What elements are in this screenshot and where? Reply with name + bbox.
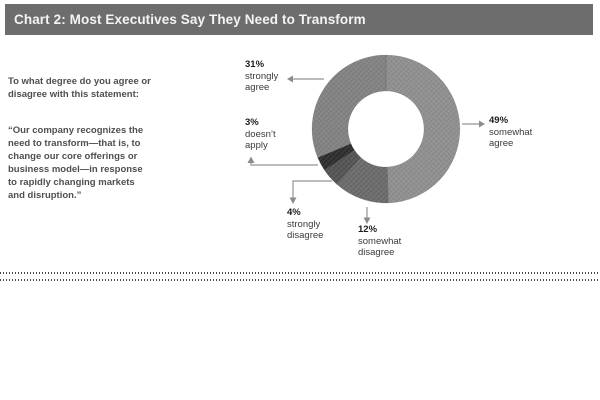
callout-pct: 12%	[358, 224, 378, 235]
callout-doesnt-apply: 3% doesn’t apply	[245, 117, 276, 152]
callout-somewhat-disagree: 12% somewhat disagree	[358, 224, 401, 259]
callout-connectors	[247, 75, 485, 224]
dotted-divider-top	[0, 272, 600, 274]
chart-title-bar: Chart 2: Most Executives Say They Need t…	[5, 4, 593, 35]
callout-somewhat-agree: 49% somewhat agree	[489, 115, 532, 150]
callout-label: doesn’t apply	[245, 128, 276, 152]
callout-pct: 3%	[245, 117, 259, 128]
question-quote: “Our company recognizes the need to tran…	[8, 125, 144, 201]
donut-hatch-texture	[312, 55, 460, 203]
callout-label: somewhat disagree	[358, 235, 402, 259]
callout-pct: 4%	[287, 207, 301, 218]
callout-pct: 31%	[245, 59, 265, 70]
arrow-down-icon	[363, 217, 371, 224]
connector-strongly-disagree	[292, 180, 332, 199]
arrow-left-icon	[287, 75, 293, 83]
callout-strongly-disagree: 4% strongly disagree	[287, 207, 323, 242]
question-intro: To what degree do you agree or disagree …	[8, 76, 151, 100]
arrow-right-icon	[479, 120, 485, 128]
callout-label: somewhat agree	[489, 126, 533, 150]
arrow-down-icon	[289, 197, 297, 204]
arrow-up-icon	[247, 156, 255, 163]
callout-label: strongly disagree	[287, 218, 324, 242]
connector-doesnt-apply	[250, 161, 318, 166]
callout-strongly-agree: 31% strongly agree	[245, 59, 278, 94]
callout-label: strongly agree	[245, 70, 279, 94]
survey-question: To what degree do you agree or disagree …	[8, 62, 188, 215]
chart-title: Chart 2: Most Executives Say They Need t…	[14, 12, 366, 27]
callout-pct: 49%	[489, 115, 509, 126]
dotted-divider-bottom	[0, 279, 600, 281]
